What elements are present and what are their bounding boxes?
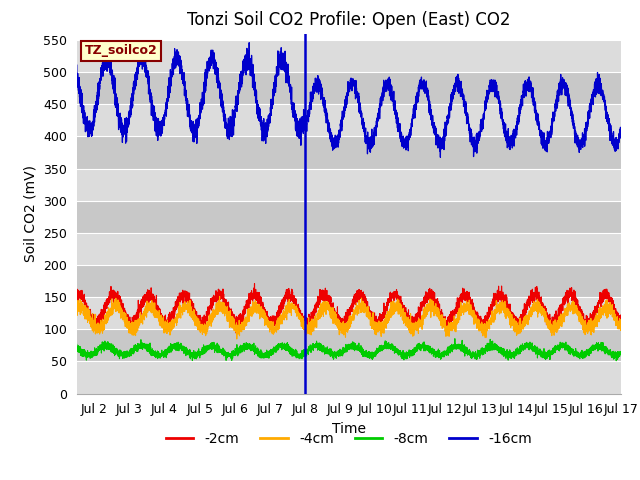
Bar	[77, 361, 621, 394]
Bar	[77, 72, 621, 104]
Bar	[77, 265, 621, 297]
Bar	[77, 168, 621, 201]
Y-axis label: Soil CO2 (mV): Soil CO2 (mV)	[24, 165, 38, 262]
Bar	[77, 329, 621, 361]
Bar	[77, 233, 621, 265]
Bar	[77, 136, 621, 168]
Bar	[77, 201, 621, 233]
X-axis label: Time: Time	[332, 422, 366, 436]
Bar	[77, 104, 621, 136]
Title: Tonzi Soil CO2 Profile: Open (East) CO2: Tonzi Soil CO2 Profile: Open (East) CO2	[187, 11, 511, 29]
Text: TZ_soilco2: TZ_soilco2	[85, 44, 157, 58]
Bar	[77, 40, 621, 72]
Bar	[77, 297, 621, 329]
Legend: -2cm, -4cm, -8cm, -16cm: -2cm, -4cm, -8cm, -16cm	[160, 426, 538, 452]
